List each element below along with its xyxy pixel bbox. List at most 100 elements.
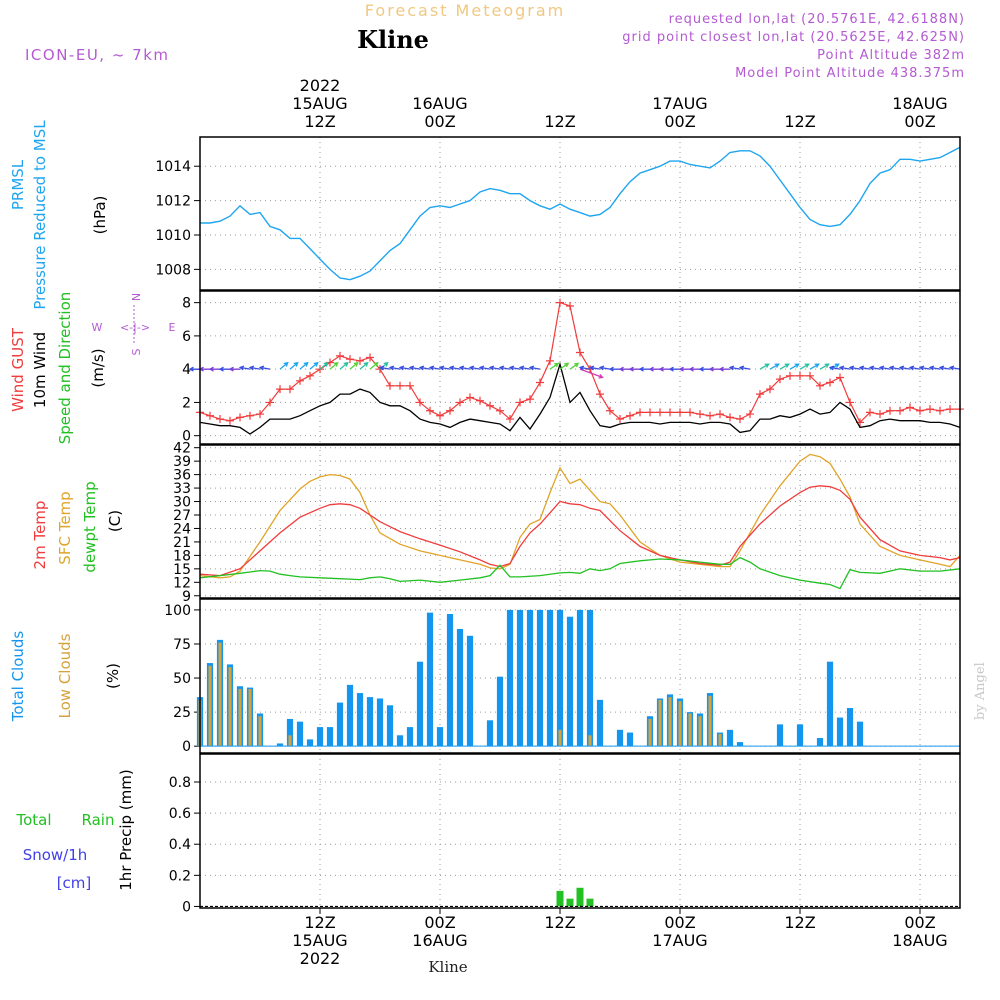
panel-frame bbox=[199, 444, 961, 599]
low-cloud-bar bbox=[688, 713, 692, 747]
wind-direction-arrow bbox=[618, 366, 630, 372]
wind-gust-marker bbox=[576, 348, 584, 357]
total-cloud-bar bbox=[586, 609, 594, 747]
wind-direction-arrow bbox=[658, 366, 670, 372]
wind-gust-marker bbox=[266, 398, 274, 407]
wind-direction-arrow bbox=[628, 366, 640, 372]
total-cloud-bar bbox=[576, 609, 584, 747]
bottom-time-label: 2022 bbox=[300, 949, 341, 968]
wind-gust-marker bbox=[706, 411, 714, 420]
total-cloud-bar bbox=[276, 743, 284, 747]
wind-direction-arrow bbox=[858, 365, 871, 371]
wind-direction-arrow bbox=[559, 362, 570, 370]
y-tick-label: 0 bbox=[182, 739, 191, 755]
wind-direction-arrow bbox=[418, 365, 431, 371]
low-cloud-bar bbox=[658, 699, 662, 747]
total-cloud-bar bbox=[726, 729, 734, 747]
y-tick-label: 50 bbox=[173, 671, 191, 687]
wind-gust-marker bbox=[716, 410, 724, 419]
requested-point: requested lon,lat (20.5761E, 42.6188N) bbox=[669, 12, 965, 27]
wind-speed-line bbox=[199, 361, 961, 435]
wind-label-gust: Wind GUST bbox=[9, 327, 27, 412]
temp-sfc-line bbox=[199, 453, 961, 579]
total-cloud-bar bbox=[596, 699, 604, 747]
wind-gust-marker bbox=[886, 406, 894, 415]
dewpoint-line bbox=[199, 556, 961, 590]
wind-direction-arrow bbox=[468, 365, 481, 371]
pressure-label-unit: (hPa) bbox=[91, 196, 109, 235]
low-cloud-bar bbox=[208, 665, 212, 747]
wind-gust-marker bbox=[246, 411, 254, 420]
wind-direction-arrow bbox=[518, 365, 531, 371]
y-tick-label: 0.8 bbox=[169, 775, 191, 791]
wind-direction-arrow bbox=[819, 363, 830, 370]
wind-gust-marker bbox=[206, 411, 214, 420]
wind-direction-arrow bbox=[578, 365, 591, 371]
bottom-time-label: 00Z bbox=[904, 913, 935, 932]
wind-gust-marker bbox=[696, 410, 704, 419]
low-cloud-bar bbox=[218, 642, 222, 747]
wind-gust-marker bbox=[566, 301, 574, 310]
total-cloud-bar bbox=[506, 609, 514, 747]
y-tick-label: 75 bbox=[173, 637, 191, 653]
top-time-label: 16AUG bbox=[412, 94, 467, 113]
precip-label-unit: 1hr Precip (mm) bbox=[117, 769, 135, 890]
cloud-label-total: Total Clouds bbox=[9, 631, 27, 723]
low-cloud-bar bbox=[668, 697, 672, 747]
wind-direction-arrow bbox=[868, 365, 881, 371]
wind-direction-arrow bbox=[218, 366, 230, 372]
y-tick-label: 12 bbox=[173, 575, 191, 591]
wind-gust-marker bbox=[936, 406, 944, 415]
y-tick-label: 24 bbox=[173, 521, 191, 537]
y-tick-label: 18 bbox=[173, 548, 191, 564]
wind-gust-marker bbox=[476, 396, 484, 405]
total-cloud-bar bbox=[296, 721, 304, 747]
bottom-time-label: 12Z bbox=[784, 913, 815, 932]
wind-gust-marker bbox=[926, 405, 934, 414]
low-cloud-bar bbox=[588, 735, 592, 747]
y-tick-label: 0 bbox=[182, 429, 191, 445]
wind-gust-marker bbox=[686, 408, 694, 417]
wind-gust-marker bbox=[906, 403, 914, 412]
low-cloud-bar bbox=[698, 716, 702, 747]
wind-label-direction: Speed and Direction bbox=[56, 292, 74, 445]
rain-bar bbox=[576, 887, 584, 907]
wind-direction-arrow bbox=[678, 366, 690, 372]
wind-gust-marker bbox=[486, 401, 494, 410]
y-tick-label: 9 bbox=[182, 589, 191, 605]
wind-direction-arrow bbox=[688, 366, 700, 372]
footer-location: Kline bbox=[428, 958, 467, 976]
total-cloud-bar bbox=[486, 720, 494, 747]
y-tick-label: 0 bbox=[182, 899, 191, 915]
total-cloud-bar bbox=[526, 609, 534, 747]
y-tick-label: 4 bbox=[182, 362, 191, 378]
y-tick-label: 1014 bbox=[155, 159, 191, 175]
wind-direction-arrow bbox=[579, 368, 604, 379]
y-tick-label: 15 bbox=[173, 562, 191, 578]
wind-gust-marker bbox=[606, 406, 614, 415]
compass-arrow: <-|-> bbox=[120, 321, 150, 334]
wind-gust-marker bbox=[746, 410, 754, 419]
wind-direction-arrow bbox=[498, 365, 511, 371]
wind-gust-marker bbox=[736, 415, 744, 424]
total-cloud-bar bbox=[426, 612, 434, 747]
wind-gust-marker bbox=[536, 378, 544, 387]
total-cloud-bar bbox=[386, 705, 394, 747]
wind-gust-marker bbox=[496, 406, 504, 415]
point-altitude: Point Altitude 382m bbox=[817, 48, 965, 63]
wind-direction-arrow bbox=[478, 365, 491, 371]
wind-direction-arrow bbox=[759, 363, 770, 370]
wind-direction-arrow bbox=[408, 365, 421, 371]
low-cloud-bar bbox=[248, 688, 252, 747]
grid-point: grid point closest lon,lat (20.5625E, 42… bbox=[622, 30, 965, 45]
wind-gust-marker bbox=[786, 371, 794, 380]
y-tick-label: 42 bbox=[173, 441, 191, 457]
low-cloud-bar bbox=[648, 718, 652, 747]
wind-gust-marker bbox=[946, 405, 954, 414]
wind-gust-marker bbox=[826, 378, 834, 387]
wind-gust-marker bbox=[516, 398, 524, 407]
compass-north: N bbox=[130, 293, 143, 301]
compass-east: E bbox=[169, 321, 176, 334]
top-time-label: 00Z bbox=[904, 112, 935, 131]
